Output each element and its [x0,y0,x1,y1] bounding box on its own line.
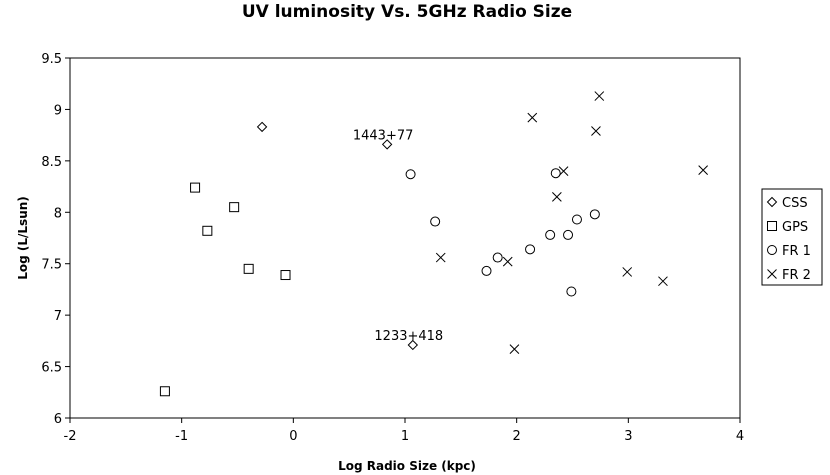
series-gps [159,182,291,397]
x-tick-label: 4 [736,429,744,444]
x-point [558,166,569,176]
point-annotations: 1443+77 1233+418 [353,128,443,344]
x-point [509,344,520,354]
circle-point [405,169,416,180]
x-point [622,267,633,277]
square-point [202,225,213,236]
diamond-point [256,121,268,133]
circle-point [589,209,600,220]
circle-point [525,244,536,255]
x-tick-label: 3 [624,429,632,444]
x-axis-label: Log Radio Size (kpc) [338,459,476,473]
x-tick-label: 1 [401,429,409,444]
x-tick-label: 2 [513,429,521,444]
y-tick-label: 9 [54,103,62,118]
legend-entry-label: FR 1 [782,244,811,259]
series-fr-2 [435,91,709,354]
square-point [243,263,254,274]
legend: CSS GPS FR 1 FR 2 [761,188,823,286]
x-point [527,112,538,123]
y-tick-label: 6 [54,412,62,427]
x-tick-label: 0 [289,429,297,444]
x-point [591,126,601,136]
legend-entry-label: FR 2 [782,268,811,283]
x-tick-label: -2 [64,429,77,444]
diamond-point [381,139,393,150]
square-point [190,182,201,193]
x-point [552,192,562,202]
legend-marker-diamond [766,196,778,208]
y-tick-label: 6.5 [41,361,62,376]
x-point [658,276,668,287]
circle-point [563,229,574,240]
circle-point [566,286,577,297]
legend-entry-label: CSS [782,196,808,211]
x-point [594,91,605,101]
legend-marker-x [767,269,777,279]
y-tick-label: 7.5 [41,258,62,273]
legend-marker-square [767,221,777,231]
chart-title: UV luminosity Vs. 5GHz Radio Size [242,2,572,22]
x-point [435,252,446,263]
point-annotation: 1233+418 [374,329,443,344]
series-css [256,121,419,351]
circle-point [571,214,582,225]
axis-ticks: -2 -1 0 1 2 3 4 6 6.5 7 7.5 8 8.5 9 9.5 [41,52,744,444]
y-tick-label: 7 [54,309,62,324]
series-fr-1 [405,168,600,297]
square-point [159,386,170,397]
square-point [280,270,291,281]
legend-marker-circle [767,245,777,255]
y-tick-label: 8.5 [41,155,62,170]
circle-point [481,265,492,276]
x-point [698,165,709,175]
y-axis-label: Log (L/Lsun) [16,196,30,280]
circle-point [550,168,561,179]
square-point [229,202,240,213]
legend-box [761,188,823,286]
x-tick-label: -1 [175,429,188,444]
x-point [502,256,513,267]
circle-point [492,252,503,263]
legend-entry-label: GPS [782,220,808,235]
diamond-point [407,339,419,351]
y-tick-label: 9.5 [41,52,62,67]
circle-point [430,216,441,227]
y-tick-label: 8 [54,206,62,221]
data-points [159,91,709,397]
plot-area [69,57,741,419]
circle-point [545,229,556,240]
point-annotation: 1443+77 [353,128,414,143]
